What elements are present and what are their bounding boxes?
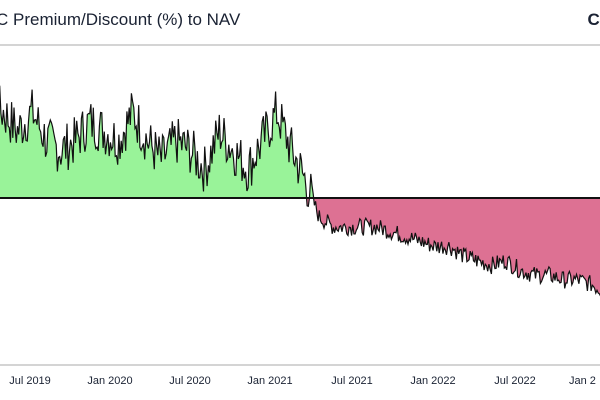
- x-tick-label: Jul 2022: [494, 375, 536, 387]
- x-axis-ticks: Jul 2019 Jan 2020 Jul 2020 Jan 2021 Jul 2021…: [9, 375, 596, 387]
- brand-logo: CO: [587, 10, 600, 29]
- x-tick-label: Jan 2022: [410, 375, 455, 387]
- x-tick-label: Jul 2020: [169, 375, 211, 387]
- x-tick-label: Jul 2021: [331, 375, 373, 387]
- chart-title: C Premium/Discount (%) to NAV: [0, 10, 241, 29]
- x-tick-label: Jan 2: [569, 375, 596, 387]
- x-tick-label: Jan 2021: [247, 375, 292, 387]
- discount-area: [0, 198, 600, 296]
- area-layer: [0, 85, 600, 297]
- x-tick-label: Jul 2019: [9, 375, 51, 387]
- premium-area: [0, 89, 600, 198]
- x-tick-label: Jan 2020: [87, 375, 132, 387]
- series-line: [0, 85, 600, 297]
